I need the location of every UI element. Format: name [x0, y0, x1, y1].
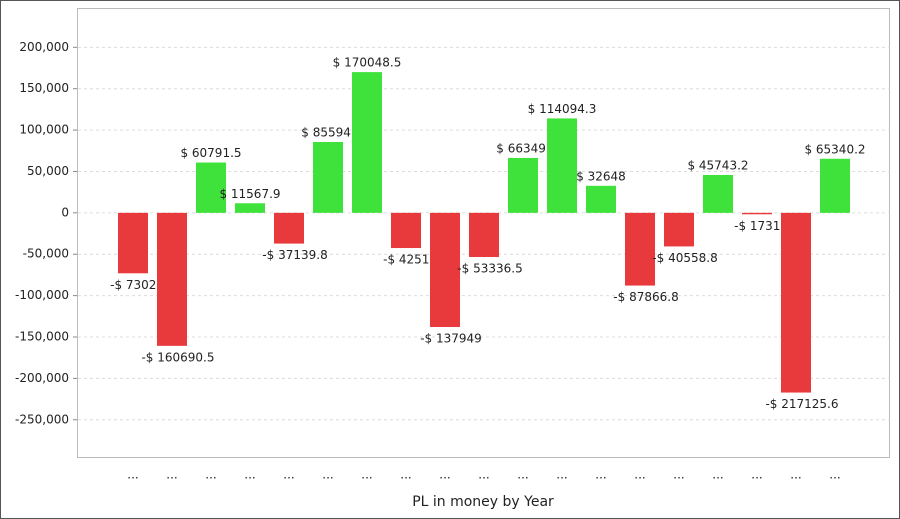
- bar: [820, 158, 850, 213]
- data-label: -$ 160690.5: [141, 350, 214, 364]
- x-tick-label: ...: [322, 468, 333, 482]
- x-tick-label: ...: [127, 468, 138, 482]
- bar: [742, 212, 772, 215]
- bar: [430, 212, 460, 328]
- data-label: -$ 1731.2: [734, 219, 792, 233]
- bar: [391, 212, 421, 249]
- y-tick-label: 150,000: [19, 81, 69, 95]
- bar: [196, 162, 226, 213]
- data-label: -$ 42513.: [383, 253, 441, 267]
- y-tick-label: -50,000: [23, 247, 69, 261]
- data-label: -$ 73028.: [110, 278, 168, 292]
- bar: [586, 185, 616, 213]
- data-label: $ 60791.5: [180, 146, 241, 160]
- bar: [508, 157, 538, 213]
- data-label: -$ 217125.6: [765, 397, 838, 411]
- data-label: $ 45743.2: [687, 158, 748, 172]
- x-tick-label: ...: [751, 468, 762, 482]
- data-label: -$ 137949: [420, 332, 482, 346]
- x-axis-label: PL in money by Year: [412, 494, 554, 510]
- y-tick-label: -250,000: [15, 412, 69, 426]
- y-tick-label: 100,000: [19, 123, 69, 137]
- x-tick-label: ...: [283, 468, 294, 482]
- bar: [703, 174, 733, 213]
- data-label: -$ 53336.5: [457, 261, 522, 275]
- y-tick-label: 50,000: [27, 164, 69, 178]
- data-label: -$ 37139.8: [262, 248, 327, 262]
- x-tick-label: ...: [205, 468, 216, 482]
- x-tick-label: ...: [361, 468, 372, 482]
- data-label: $ 65340.2: [804, 142, 865, 156]
- data-label: $ 170048.5: [333, 56, 402, 70]
- x-tick-label: ...: [712, 468, 723, 482]
- x-tick-label: ...: [400, 468, 411, 482]
- bar: [352, 72, 382, 213]
- bar: [235, 203, 265, 213]
- x-tick-label: ...: [166, 468, 177, 482]
- y-tick-label: -200,000: [15, 371, 69, 385]
- bar: [664, 212, 694, 247]
- data-label: $ 66349.: [496, 141, 549, 155]
- x-tick-label: ...: [439, 468, 450, 482]
- bar: [313, 142, 343, 213]
- bar: [469, 212, 499, 257]
- y-tick-label: -100,000: [15, 288, 69, 302]
- bar: [781, 212, 811, 393]
- x-tick-label: ...: [244, 468, 255, 482]
- bar: [547, 118, 577, 213]
- x-tick-label: ...: [634, 468, 645, 482]
- x-tick-label: ...: [595, 468, 606, 482]
- data-label: $ 32648: [576, 169, 626, 183]
- bar: [157, 212, 187, 346]
- x-tick-label: ...: [829, 468, 840, 482]
- x-tick-label: ...: [556, 468, 567, 482]
- plot-frame: [77, 8, 890, 458]
- bar: [274, 212, 304, 244]
- x-tick-label: ...: [790, 468, 801, 482]
- y-tick-label: -150,000: [15, 329, 69, 343]
- x-tick-label: ...: [673, 468, 684, 482]
- bar: [118, 212, 148, 274]
- x-tick-label: ...: [517, 468, 528, 482]
- data-label: $ 85594.: [301, 126, 354, 140]
- data-label: $ 114094.3: [528, 102, 597, 116]
- data-label: -$ 87866.8: [613, 290, 678, 304]
- data-label: -$ 40558.8: [652, 251, 717, 265]
- data-label: $ 11567.9: [219, 187, 280, 201]
- bar: [625, 212, 655, 286]
- y-tick-label: 0: [61, 205, 69, 219]
- y-tick-label: 200,000: [19, 40, 69, 54]
- x-tick-label: ...: [478, 468, 489, 482]
